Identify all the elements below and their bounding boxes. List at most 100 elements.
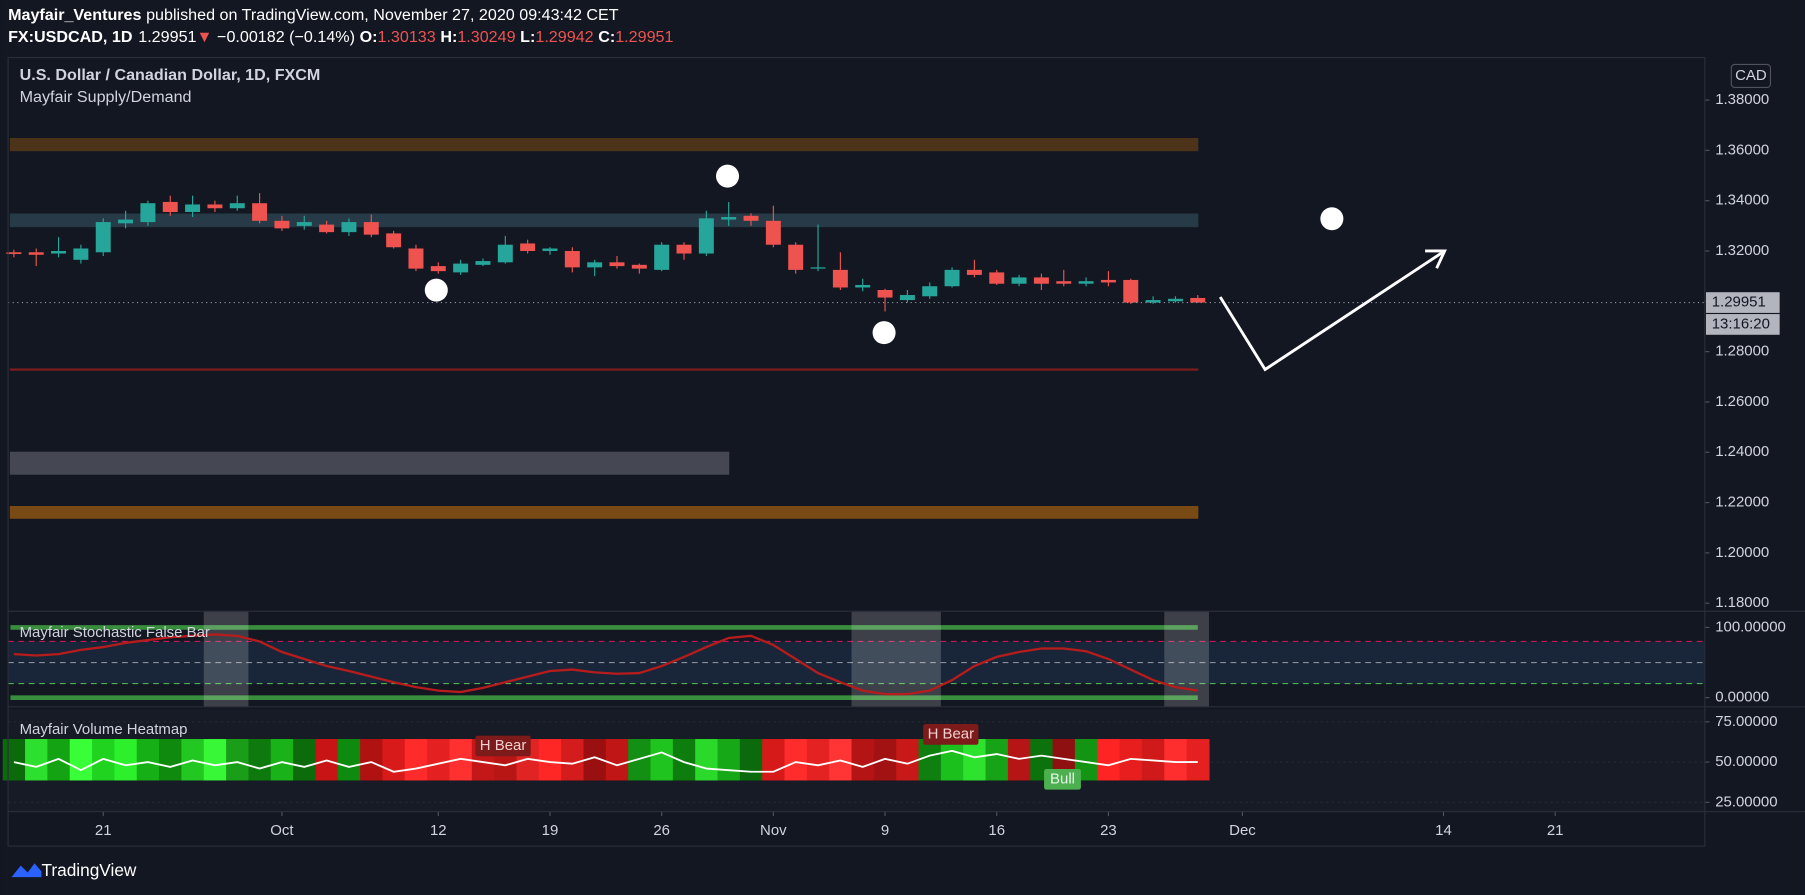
currency-box[interactable] [1730,63,1772,89]
zone [9,451,730,475]
candle-body [698,218,714,254]
heat-cell [293,739,317,781]
candle-body [1123,279,1139,303]
candle-body [185,204,201,213]
heat-cell [672,739,696,781]
ohlc-value: 1.30249 [457,28,515,46]
y-tick-label: 1.18000 [1715,594,1769,611]
chart-title: U.S. Dollar / Canadian Dollar, 1D, FXCM [20,66,321,84]
candle-body [274,220,290,229]
heat-cell [1164,739,1188,781]
footer: TradingView [11,860,137,880]
candle-body [453,263,469,273]
x-tick-label: Dec [1229,822,1256,839]
false-bar [1164,611,1209,707]
zone [9,368,1199,371]
heat-cell [248,739,272,781]
marker-dot[interactable] [1320,207,1344,231]
x-tick-label: 9 [881,822,889,839]
candle-body [296,222,312,226]
y-tick-label: 1.32000 [1715,242,1769,259]
candle-body [497,244,513,263]
candle-body [676,244,692,254]
candle-body [1078,281,1094,284]
brand[interactable]: TradingView [41,860,136,880]
marker-dot[interactable] [716,164,740,188]
heat-cell [784,739,808,781]
heat-cell [1097,739,1121,781]
heat-cell [25,739,48,781]
heat-cell [806,739,830,781]
arrow: ▼ [196,28,212,46]
heat-cell [337,739,361,781]
candle-body [1145,300,1161,303]
ohlc-value: 1.30133 [377,28,435,46]
heat-cell [159,739,182,781]
heat-cell [1186,739,1210,781]
heat-cell [427,739,451,781]
ohlc-label: O: [360,28,378,46]
candle-body [1190,297,1206,303]
candle-body [6,252,22,255]
last-price-tag [1705,292,1780,313]
heat-cell [203,739,227,781]
x-tick-label: Nov [760,822,787,839]
candle-body [363,222,379,235]
heat-cell [360,739,384,781]
heat-cell [739,739,763,781]
heat-cell [226,739,250,781]
candle-body [95,222,111,253]
publish-line: Mayfair_Ventures published on TradingView… [8,6,619,24]
change: −0.00182 (−0.14%) [217,28,355,46]
y-tick-label: 25.00000 [1715,793,1777,810]
candle-body [162,201,178,213]
candle-body [73,248,89,260]
ohlc-label: L: [520,28,535,46]
plot-area: 1.380001.360001.340001.320001.300001.280… [2,91,1786,839]
candle-body [609,262,625,267]
heat-cell [851,739,875,781]
arrow-head[interactable] [1425,249,1447,269]
candle-body [520,243,536,252]
candle-body [765,220,781,245]
annotation: Bull [1050,770,1075,787]
candle-body [631,264,647,269]
y-tick-label: 1.28000 [1715,343,1769,360]
false-bar [203,611,249,707]
candle-body [743,215,759,221]
heat-cell [538,739,562,781]
candle-body [877,290,893,298]
heat-cell [114,739,138,781]
heat-cell [650,739,674,781]
candle-body [475,261,491,265]
currency[interactable]: CAD [1735,67,1767,84]
y-tick-label: 1.26000 [1715,393,1769,410]
y-tick-label: 75.00000 [1715,713,1777,730]
candle-body [721,217,737,220]
candle-body [788,244,804,270]
candle-body [1167,298,1183,302]
last-price-label: 1.29951 [1712,294,1766,311]
marker-dot[interactable] [424,278,448,302]
candle-body [51,251,67,254]
countdown-tag [1705,314,1780,335]
published: published on TradingView.com, November 2… [146,6,619,24]
heat-cell [985,739,1009,781]
candle-body [564,251,580,268]
heat-cell [605,739,629,781]
candle-body [922,286,938,297]
candle-body [944,269,960,287]
candle-body [587,262,603,268]
heat-cell [2,739,26,781]
candle-body [408,248,424,269]
projection-path[interactable] [1218,249,1446,372]
brand-logo[interactable] [11,863,42,878]
heat-cell [918,739,942,781]
marker-dot[interactable] [872,321,896,345]
candle-body [118,219,134,224]
y-tick-label: 1.36000 [1715,141,1769,158]
candle-body [1011,277,1027,284]
zone [9,213,1199,228]
